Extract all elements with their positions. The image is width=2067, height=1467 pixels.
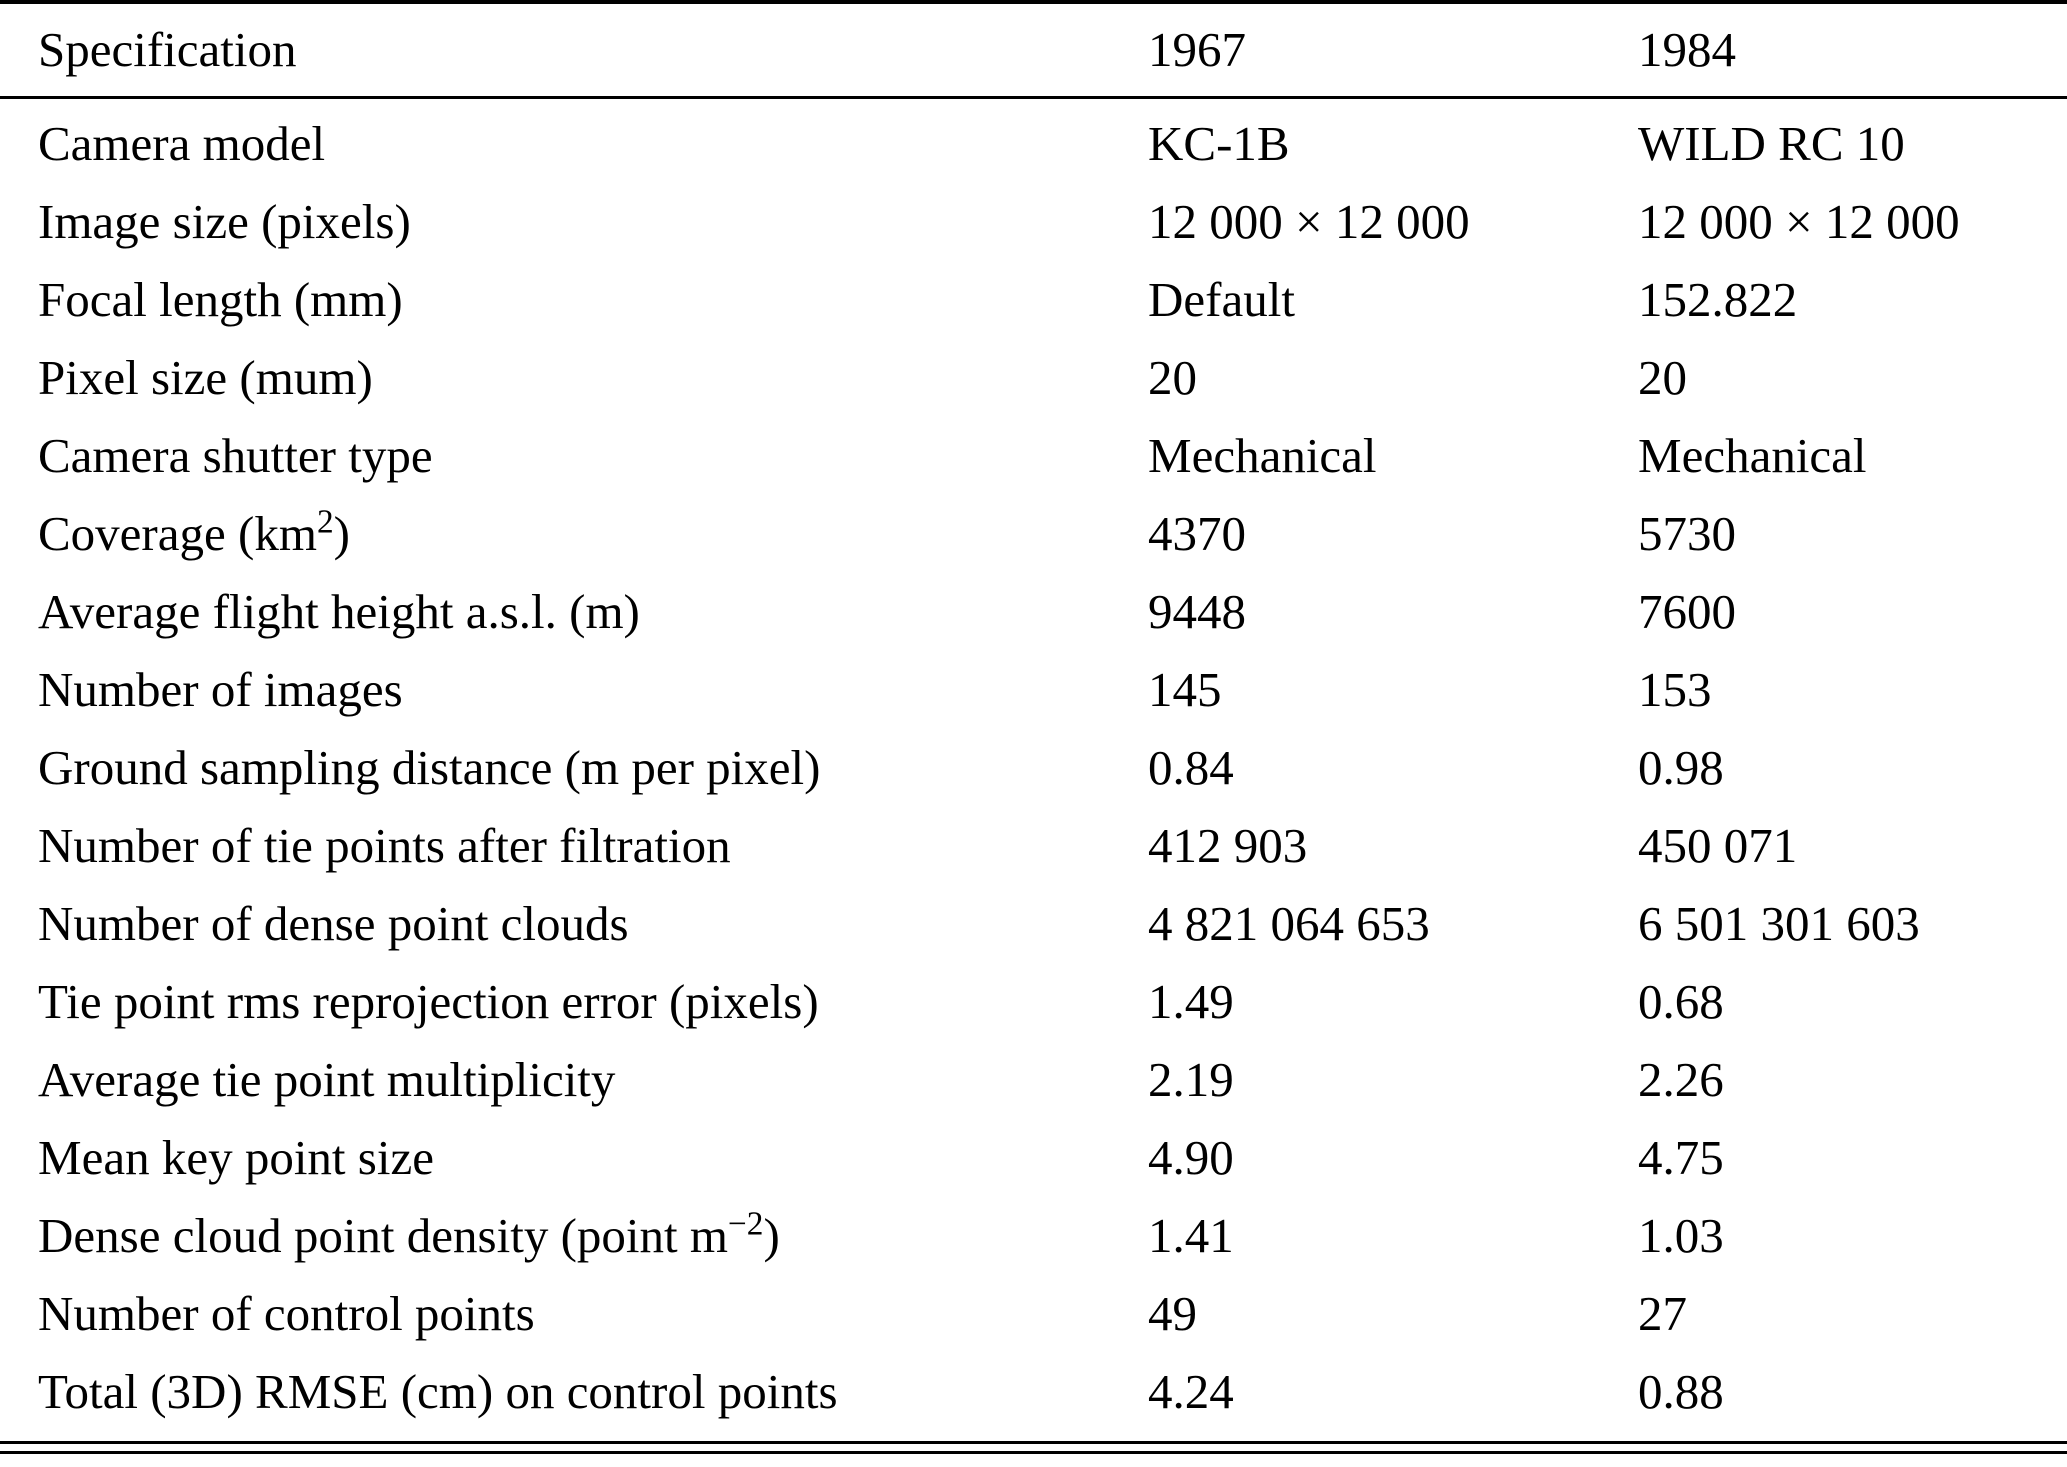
- value-1984-cell: Mechanical: [1638, 428, 1867, 483]
- table-row: Total (3D) RMSE (cm) on control points 4.…: [0, 1353, 2067, 1431]
- value-1984-cell: 153: [1638, 662, 1712, 717]
- spec-cell: Camera model: [38, 116, 326, 171]
- value-1984-cell: 6 501 301 603: [1638, 896, 1920, 951]
- value-1984-cell: 4.75: [1638, 1130, 1724, 1185]
- value-1967-cell: 4 821 064 653: [1148, 896, 1430, 951]
- value-1984-cell: 0.68: [1638, 974, 1724, 1029]
- table-bottom-rule-outer: [0, 1441, 2067, 1444]
- value-1984-cell: WILD RC 10: [1638, 116, 1905, 171]
- value-1967-cell: 0.84: [1148, 740, 1234, 795]
- table-top-rule: [0, 0, 2067, 4]
- spec-cell: Coverage (km2): [38, 503, 350, 561]
- value-1967-cell: 12 000 × 12 000: [1148, 194, 1470, 249]
- value-1967-cell: 20: [1148, 350, 1197, 405]
- table-row: Tie point rms reprojection error (pixels…: [0, 963, 2067, 1041]
- spec-cell: Dense cloud point density (point m−2): [38, 1205, 780, 1263]
- table-body: Camera model KC-1B WILD RC 10 Image size (p…: [0, 99, 2067, 1441]
- table-row: Number of control points 49 27: [0, 1275, 2067, 1353]
- table-row: Number of dense point clouds 4 821 064 65…: [0, 885, 2067, 963]
- spec-cell: Pixel size (mum): [38, 350, 373, 405]
- value-1984-cell: 1.03: [1638, 1208, 1724, 1263]
- value-1967-cell: 1.41: [1148, 1208, 1234, 1263]
- value-1967-cell: 4.24: [1148, 1364, 1234, 1419]
- spec-cell: Number of tie points after filtration: [38, 818, 731, 873]
- value-1984-cell: 27: [1638, 1286, 1687, 1341]
- table-row: Camera shutter type Mechanical Mechanical: [0, 417, 2067, 495]
- table-row: Focal length (mm) Default 152.822: [0, 261, 2067, 339]
- table-row: Average flight height a.s.l. (m) 9448 7600: [0, 573, 2067, 651]
- value-1984-cell: 2.26: [1638, 1052, 1724, 1107]
- value-1984-cell: 5730: [1638, 506, 1736, 561]
- value-1984-cell: 0.98: [1638, 740, 1724, 795]
- table-row: Dense cloud point density (point m−2) 1.4…: [0, 1197, 2067, 1275]
- value-1984-cell: 12 000 × 12 000: [1638, 194, 1960, 249]
- table-row: Mean key point size 4.90 4.75: [0, 1119, 2067, 1197]
- header-specification: Specification: [38, 22, 297, 77]
- value-1984-cell: 152.822: [1638, 272, 1798, 327]
- value-1984-cell: 0.88: [1638, 1364, 1724, 1419]
- value-1984-cell: 20: [1638, 350, 1687, 405]
- table-bottom-rule-inner: [0, 1451, 2067, 1454]
- table-row: Ground sampling distance (m per pixel) 0.…: [0, 729, 2067, 807]
- spec-cell: Average tie point multiplicity: [38, 1052, 616, 1107]
- table-row: Camera model KC-1B WILD RC 10: [0, 105, 2067, 183]
- spec-cell: Tie point rms reprojection error (pixels…: [38, 974, 819, 1029]
- spec-cell: Number of control points: [38, 1286, 535, 1341]
- spec-cell: Focal length (mm): [38, 272, 403, 327]
- header-1967: 1967: [1148, 22, 1246, 77]
- value-1967-cell: 9448: [1148, 584, 1246, 639]
- spec-cell: Camera shutter type: [38, 428, 433, 483]
- table-bottom-rule-gap: [0, 1444, 2067, 1451]
- spec-cell: Average flight height a.s.l. (m): [38, 584, 640, 639]
- table-row: Coverage (km2) 4370 5730: [0, 495, 2067, 573]
- table-row: Average tie point multiplicity 2.19 2.26: [0, 1041, 2067, 1119]
- spec-cell: Number of images: [38, 662, 403, 717]
- spec-cell: Number of dense point clouds: [38, 896, 629, 951]
- value-1967-cell: 2.19: [1148, 1052, 1234, 1107]
- table-header-row: Specification 1967 1984: [0, 4, 2067, 96]
- value-1967-cell: 49: [1148, 1286, 1197, 1341]
- value-1967-cell: 4.90: [1148, 1130, 1234, 1185]
- table-row: Number of tie points after filtration 412…: [0, 807, 2067, 885]
- value-1967-cell: KC-1B: [1148, 116, 1290, 171]
- value-1967-cell: 412 903: [1148, 818, 1308, 873]
- value-1967-cell: Mechanical: [1148, 428, 1377, 483]
- table-row: Number of images 145 153: [0, 651, 2067, 729]
- value-1967-cell: Default: [1148, 272, 1295, 327]
- header-1984: 1984: [1638, 22, 1736, 77]
- spec-cell: Image size (pixels): [38, 194, 411, 249]
- value-1967-cell: 4370: [1148, 506, 1246, 561]
- table-row: Image size (pixels) 12 000 × 12 000 12 000…: [0, 183, 2067, 261]
- spec-cell: Ground sampling distance (m per pixel): [38, 740, 821, 795]
- table-header-rule: [0, 96, 2067, 99]
- table-row: Pixel size (mum) 20 20: [0, 339, 2067, 417]
- value-1967-cell: 1.49: [1148, 974, 1234, 1029]
- spec-cell: Mean key point size: [38, 1130, 434, 1185]
- value-1984-cell: 7600: [1638, 584, 1736, 639]
- value-1967-cell: 145: [1148, 662, 1222, 717]
- spec-cell: Total (3D) RMSE (cm) on control points: [38, 1364, 838, 1419]
- value-1984-cell: 450 071: [1638, 818, 1798, 873]
